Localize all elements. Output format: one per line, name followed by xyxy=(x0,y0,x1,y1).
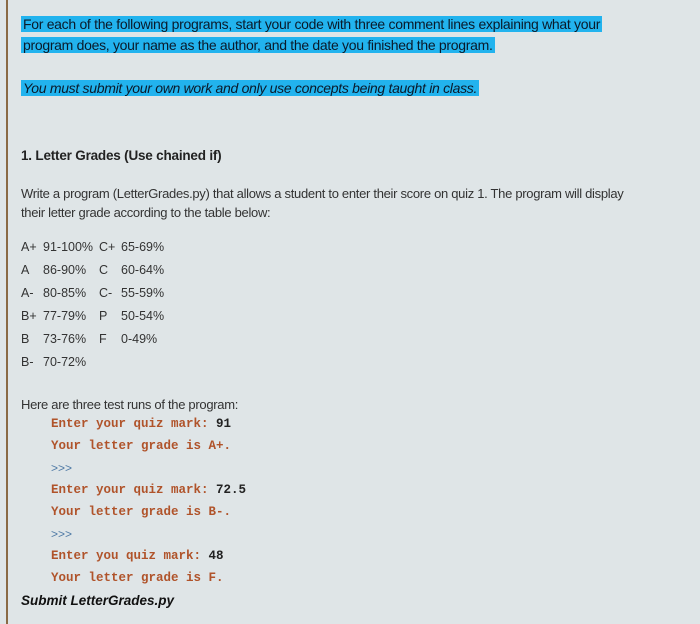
output-text: Enter your quiz mark: xyxy=(51,483,217,497)
grade-letter: A+ xyxy=(21,240,37,254)
page-edge xyxy=(6,0,8,624)
output-line: Your letter grade is B-. xyxy=(51,505,231,519)
output-line: Your letter grade is A+. xyxy=(51,439,231,453)
shell-prompt: >>> xyxy=(51,527,73,541)
grade-range: 65-69% xyxy=(121,240,165,254)
user-input: 48 xyxy=(208,549,224,563)
grade-range: 73-76% xyxy=(43,332,87,346)
grade-letter: P xyxy=(99,309,108,323)
intro-line-2: program does, your name as the author, a… xyxy=(21,35,495,55)
user-input: 72.5 xyxy=(216,483,247,497)
grade-letter: B+ xyxy=(21,309,37,323)
output-line: Enter you quiz mark: 48 xyxy=(51,549,224,563)
output-line: Your letter grade is F. xyxy=(51,571,224,585)
grade-range: 86-90% xyxy=(43,263,87,277)
grade-letter: B- xyxy=(21,355,34,369)
output-text: Enter your quiz mark: xyxy=(51,417,217,431)
output-text: Your letter grade is A+. xyxy=(51,439,232,453)
highlighted-text: For each of the following programs, star… xyxy=(21,16,603,32)
grade-letter: C+ xyxy=(99,240,116,254)
grade-letter: C- xyxy=(99,286,113,300)
grade-row: B- 70-72% xyxy=(21,355,121,369)
grade-letter: A xyxy=(21,263,30,277)
description-line-2: their letter grade according to the tabl… xyxy=(21,205,271,220)
user-input: 91 xyxy=(216,417,232,431)
grade-row: B 73-76% F 0-49% xyxy=(21,332,157,346)
grade-range: 80-85% xyxy=(43,286,87,300)
highlighted-text: You must submit your own work and only u… xyxy=(21,80,480,96)
submit-instruction: Submit LetterGrades.py xyxy=(21,593,175,608)
grade-row: B+ 77-79% P 50-54% xyxy=(21,309,164,323)
output-text: Your letter grade is B-. xyxy=(51,505,232,519)
grade-range: 0-49% xyxy=(121,332,158,346)
grade-range: 77-79% xyxy=(43,309,87,323)
description-line-1: Write a program (LetterGrades.py) that a… xyxy=(21,186,624,201)
grade-letter: B xyxy=(21,332,30,346)
highlighted-text: program does, your name as the author, a… xyxy=(21,37,495,53)
grade-letter: A- xyxy=(21,286,34,300)
grade-range: 60-64% xyxy=(121,263,165,277)
grade-letter: F xyxy=(99,332,107,346)
test-runs-heading: Here are three test runs of the program: xyxy=(21,397,239,412)
grade-letter: C xyxy=(99,263,109,277)
grade-range: 91-100% xyxy=(43,240,94,254)
grade-range: 70-72% xyxy=(43,355,87,369)
grade-row: A+ 91-100% C+ 65-69% xyxy=(21,240,164,254)
section-title: 1. Letter Grades (Use chained if) xyxy=(21,148,222,163)
grade-range: 55-59% xyxy=(121,286,165,300)
notice: You must submit your own work and only u… xyxy=(21,78,480,98)
shell-prompt: >>> xyxy=(51,461,73,475)
output-line: Enter your quiz mark: 72.5 xyxy=(51,483,246,497)
grade-row: A- 80-85% C- 55-59% xyxy=(21,286,164,300)
grade-range: 50-54% xyxy=(121,309,165,323)
grade-row: A 86-90% C 60-64% xyxy=(21,263,164,277)
intro-line-1: For each of the following programs, star… xyxy=(21,14,603,34)
output-text: Enter you quiz mark: xyxy=(51,549,209,563)
output-line: Enter your quiz mark: 91 xyxy=(51,417,231,431)
output-text: Your letter grade is F. xyxy=(51,571,224,585)
